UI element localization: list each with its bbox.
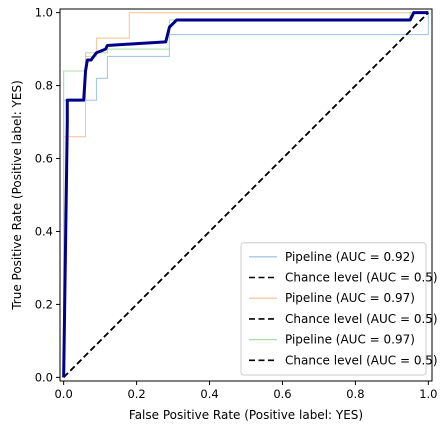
- x-axis-label: False Positive Rate (Positive label: YES…: [129, 408, 363, 422]
- x-tick-label: 0.2: [127, 387, 145, 401]
- x-tick-label: 0.8: [346, 387, 364, 401]
- y-tick-label: 0.8: [35, 79, 53, 93]
- legend-label: Pipeline (AUC = 0.97): [285, 291, 415, 305]
- y-axis-label: True Positive Rate (Positive label: YES): [10, 80, 24, 311]
- mean-roc-curve: [62, 11, 429, 378]
- y-tick-label: 0.6: [35, 152, 53, 166]
- legend-label: Chance level (AUC = 0.5): [285, 312, 438, 326]
- legend-label: Pipeline (AUC = 0.97): [285, 333, 415, 347]
- series-layer: [62, 11, 429, 378]
- plot-frame: [59, 8, 433, 382]
- roc-curve-2: [63, 12, 429, 378]
- legend: Pipeline (AUC = 0.92) Chance level (AUC =…: [240, 242, 438, 376]
- x-tick-label: 1.0: [419, 387, 437, 401]
- x-tick-label: 0.6: [273, 387, 291, 401]
- y-tick-label: 0.0: [35, 370, 53, 384]
- ticks-layer: 0.00.0 0.2 0.2 0.4 0.4 0.6 0.6 0.8 0.8 1.0 1.0: [35, 6, 438, 401]
- legend-label: Chance level (AUC = 0.5): [285, 271, 438, 285]
- x-tick-label: 0.0: [54, 387, 72, 401]
- x-tick-label: 0.4: [200, 387, 218, 401]
- y-tick-label: 0.2: [35, 297, 53, 311]
- legend-box: [240, 242, 427, 376]
- y-tick-label: 1.0: [35, 6, 53, 20]
- legend-label: Chance level (AUC = 0.5): [285, 353, 438, 367]
- y-tick-label: 0.4: [35, 224, 53, 238]
- chance-line-5: [63, 12, 429, 378]
- legend-label: Pipeline (AUC = 0.92): [285, 250, 415, 264]
